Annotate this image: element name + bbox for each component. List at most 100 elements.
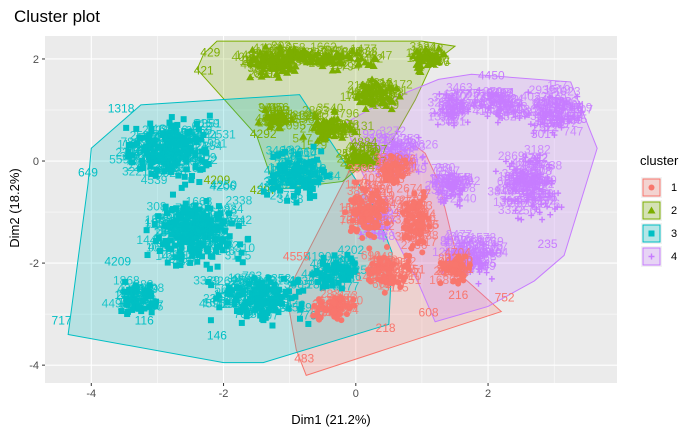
data-point	[298, 301, 305, 308]
data-point	[335, 279, 342, 286]
point-label: 1673	[388, 140, 415, 154]
data-point	[239, 259, 246, 266]
data-point	[147, 163, 154, 170]
data-point	[472, 245, 479, 252]
data-point	[246, 58, 255, 66]
point-label: 867	[440, 235, 460, 249]
data-point	[526, 182, 533, 189]
data-point	[527, 157, 534, 164]
point-label: 1910	[170, 248, 197, 262]
point-label: 308	[147, 200, 167, 214]
data-point	[555, 110, 562, 117]
point-label: 1323	[330, 58, 357, 72]
data-point	[169, 206, 176, 213]
point-label: 1618	[239, 54, 266, 68]
point-label: 1692	[407, 51, 434, 65]
data-point	[260, 188, 267, 195]
data-point	[321, 272, 328, 279]
data-point	[477, 249, 484, 256]
data-point	[406, 235, 413, 242]
data-point	[309, 164, 316, 171]
data-point	[378, 92, 387, 100]
data-point	[269, 322, 276, 329]
data-point	[530, 130, 537, 137]
y-tick-label: 0	[33, 156, 39, 168]
point-label: 2659	[492, 103, 519, 117]
data-point	[368, 82, 377, 90]
data-point	[256, 280, 263, 287]
data-point	[368, 75, 377, 83]
data-point	[172, 217, 179, 224]
data-point	[183, 166, 190, 173]
data-point	[282, 291, 289, 298]
data-point	[188, 221, 195, 228]
point-label: 3952	[529, 193, 556, 207]
data-point	[554, 101, 561, 108]
point-label: 3985	[285, 178, 312, 192]
point-label: 2263	[262, 288, 289, 302]
data-point	[185, 150, 192, 157]
data-point	[211, 236, 218, 243]
data-point	[245, 235, 252, 242]
data-point	[437, 196, 444, 203]
point-label: 310	[235, 241, 255, 255]
data-point	[351, 128, 360, 136]
data-point	[219, 247, 226, 254]
point-label: 794	[341, 60, 361, 74]
data-point	[132, 288, 139, 295]
data-point	[169, 191, 176, 198]
data-point	[172, 127, 179, 134]
point-label: 4714	[518, 177, 545, 191]
data-point	[347, 255, 354, 262]
data-point	[179, 154, 186, 161]
data-point	[454, 88, 461, 95]
data-point	[536, 178, 543, 185]
data-point	[245, 280, 252, 287]
point-label: 1679	[531, 96, 558, 110]
point-label: 2048	[425, 179, 452, 193]
data-point	[203, 149, 210, 156]
data-point	[306, 190, 313, 197]
data-point	[555, 122, 562, 129]
data-point	[449, 112, 456, 119]
point-label: 1884	[348, 46, 375, 60]
data-point	[192, 245, 199, 252]
point-label: 4840	[393, 139, 420, 153]
data-point	[181, 173, 188, 180]
data-point	[284, 197, 291, 204]
data-point	[162, 204, 169, 211]
data-point	[174, 229, 181, 236]
data-point	[184, 130, 191, 137]
data-point	[167, 237, 174, 244]
data-point	[355, 150, 364, 158]
data-point	[180, 116, 187, 123]
data-point	[165, 157, 172, 164]
point-label: 2271	[310, 270, 337, 284]
data-point	[379, 88, 388, 96]
data-point	[131, 305, 138, 312]
data-point	[276, 42, 285, 50]
data-point	[274, 184, 281, 191]
data-point	[435, 189, 442, 196]
data-point	[176, 241, 183, 248]
data-point	[268, 179, 275, 186]
data-point	[535, 118, 542, 125]
data-point	[188, 148, 195, 155]
data-point	[381, 146, 388, 153]
point-label: 956	[269, 101, 289, 115]
data-point	[262, 70, 271, 78]
data-point	[294, 178, 301, 185]
data-point	[328, 277, 335, 284]
point-label: 2477	[446, 228, 473, 242]
data-point	[178, 244, 185, 251]
data-point	[525, 110, 532, 117]
point-label: 1626	[412, 138, 439, 152]
labeled-point: 245	[567, 112, 587, 126]
data-point	[564, 113, 571, 120]
data-point	[277, 60, 286, 68]
data-point	[452, 191, 459, 198]
data-point	[483, 249, 490, 256]
data-point	[215, 203, 222, 210]
point-label: 3528	[194, 228, 221, 242]
data-point	[455, 174, 462, 181]
